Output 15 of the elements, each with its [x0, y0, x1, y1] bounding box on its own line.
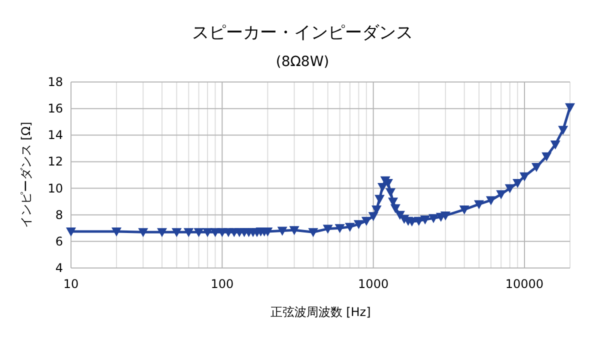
- x-tick-label: 10000: [505, 277, 544, 291]
- y-tick-label: 8: [55, 208, 63, 222]
- chart-subtitle: (8Ω8W): [276, 54, 330, 70]
- y-tick-label: 4: [55, 261, 63, 275]
- y-tick-label: 18: [48, 75, 63, 89]
- x-tick-label: 1000: [358, 277, 389, 291]
- y-axis-title: インピーダンス [Ω]: [19, 122, 33, 228]
- x-tick-label: 100: [210, 277, 234, 291]
- y-tick-label: 6: [55, 234, 63, 248]
- x-axis-title: 正弦波周波数 [Hz]: [270, 305, 371, 319]
- y-tick-label: 16: [48, 102, 63, 116]
- y-tick-label: 12: [48, 154, 63, 169]
- chart-title: スピーカー・インピーダンス: [192, 23, 413, 43]
- y-tick-label: 10: [48, 181, 63, 196]
- y-tick-label: 14: [48, 128, 63, 142]
